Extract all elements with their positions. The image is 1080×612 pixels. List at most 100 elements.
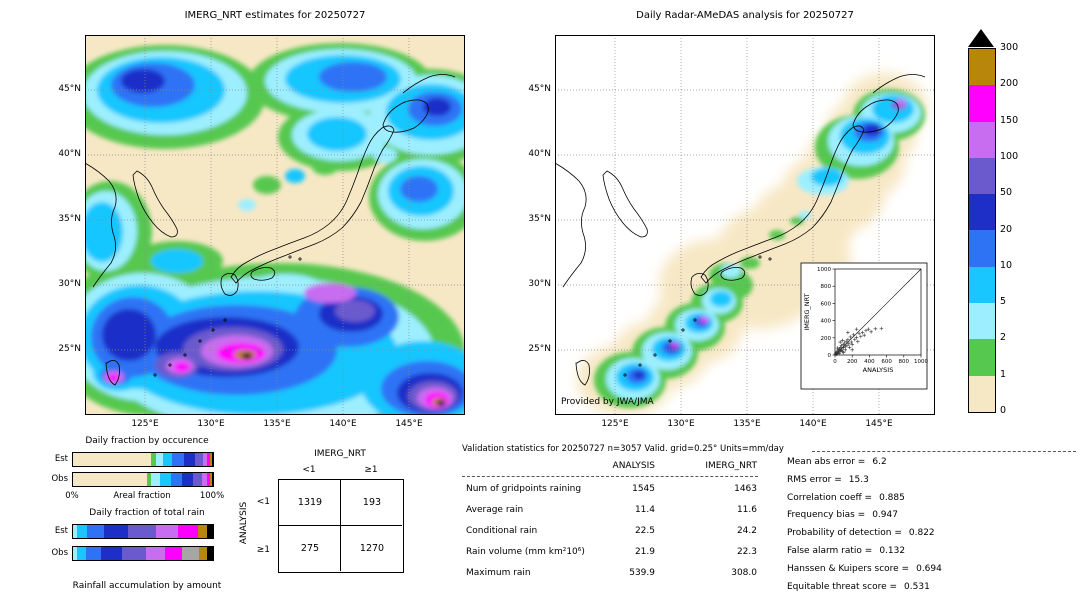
bar-segment — [162, 453, 173, 466]
island — [668, 339, 672, 343]
bar-segment — [210, 473, 212, 486]
island — [198, 339, 202, 343]
scatter-point — [843, 348, 848, 352]
stat-value: 6.2 — [872, 457, 887, 467]
rain-blob — [769, 230, 785, 240]
occurrence-est-bar — [72, 452, 214, 467]
coastline — [84, 162, 117, 288]
island — [758, 255, 762, 259]
scatter-point — [847, 342, 851, 346]
stat-line: Correlation coeff = 0.885 — [787, 493, 905, 503]
bar-segment — [73, 473, 148, 486]
y-tick-label: 45°N — [58, 84, 81, 94]
total-est-bar — [72, 524, 214, 539]
bar-segment — [73, 525, 78, 538]
bar-segment — [170, 473, 183, 486]
validation-header-imerg: IMERG_NRT — [705, 461, 757, 471]
island — [168, 363, 172, 367]
bar-segment — [165, 547, 183, 560]
scatter-point — [850, 348, 854, 352]
island — [183, 353, 187, 357]
occurrence-title: Daily fraction by occurence — [85, 436, 209, 446]
island — [298, 257, 302, 261]
bar-segment — [203, 453, 208, 466]
stat-value: 15.3 — [848, 474, 869, 485]
colorbar-segment — [969, 157, 995, 195]
bar-segment — [172, 453, 184, 466]
colorbar-segment — [969, 85, 995, 122]
scatter-point — [846, 337, 850, 342]
rain-blob — [307, 117, 367, 151]
scatter-point — [838, 349, 842, 353]
stat-line: RMS error = 15.3 — [787, 475, 869, 485]
x-tick-label: 135°E — [263, 419, 291, 429]
scatter-point — [854, 327, 859, 331]
inset-ylabel: IMERG_NRT — [803, 293, 811, 330]
validation-analysis-value: 11.4 — [634, 505, 655, 515]
y-tick-label: 40°N — [528, 149, 551, 159]
colorbar-over-triangle — [968, 29, 994, 47]
colorbar-segment — [969, 339, 995, 376]
scatter-point — [853, 337, 857, 342]
inset-x-tick-label: 800 — [899, 359, 910, 365]
colorbar-tick-label: 150 — [1000, 114, 1019, 126]
bar-segment — [182, 547, 199, 560]
contingency-col-label-lt1: <1 — [302, 465, 316, 475]
right-map-title: Daily Radar-AMeDAS analysis for 20250727 — [636, 10, 854, 21]
scatter-point — [873, 327, 878, 331]
bar-segment — [121, 547, 146, 560]
validation-analysis-value: 1545 — [632, 484, 655, 494]
inset-y-tick-label: 200 — [821, 336, 832, 342]
island — [153, 373, 157, 377]
scatter-point — [859, 334, 863, 339]
rain-blob — [242, 353, 252, 359]
rain-blob — [285, 169, 305, 183]
stat-value: 0.885 — [879, 492, 905, 503]
right-map-svg: 0 200 400 600 800 1000 0 200 400 600 800 1000 ANALYS… — [554, 35, 935, 416]
contingency-row-label-ge1: ≥1 — [256, 545, 270, 555]
contingency-cell-00: 1319 — [297, 497, 323, 508]
contingency-col-title: IMERG_NRT — [314, 449, 366, 459]
bar-segment — [100, 547, 122, 560]
scatter-point — [840, 338, 845, 343]
colorbar-segment — [969, 303, 995, 340]
scatter-point — [835, 346, 840, 350]
scatter-point — [841, 350, 846, 355]
validation-header-dash — [462, 476, 758, 477]
inset-x-tick-label: 400 — [864, 359, 875, 365]
inset-y-tick-label: 400 — [821, 319, 832, 325]
y-tick-label: 25°N — [58, 344, 81, 354]
accumulation-caption: Rainfall accumulation by amount — [72, 581, 222, 591]
rain-blob — [400, 176, 438, 202]
rain-blob — [335, 300, 375, 322]
scatter-point — [860, 330, 865, 335]
x-tick-label: 145°E — [865, 419, 893, 429]
island — [768, 257, 772, 261]
coastline — [872, 74, 926, 94]
coastline — [382, 99, 429, 133]
map-frame — [555, 35, 935, 415]
scatter-point — [838, 340, 842, 344]
stat-line: Frequency bias = 0.947 — [787, 510, 898, 520]
y-tick-label: 30°N — [58, 279, 81, 289]
stat-value: 0.947 — [872, 510, 898, 521]
credit-text: Provided by JWA/JMA — [561, 397, 654, 407]
rain-blob — [811, 168, 843, 186]
right-map: 0 200 400 600 800 1000 0 200 400 600 800 1000 ANALYS… — [554, 35, 935, 416]
validation-row-label: Rain volume (mm km²10⁶) — [466, 547, 585, 557]
rain-blob — [672, 343, 678, 347]
total-obs-label: Obs — [51, 548, 68, 558]
rain-blob — [896, 99, 906, 107]
colorbar-tick-label: 2 — [1000, 332, 1007, 344]
inset-y-tick-label: 0 — [828, 353, 832, 359]
bar-segment — [197, 525, 208, 538]
inset-scatter: 0 200 400 600 800 1000 0 200 400 600 800 1000 ANALYS… — [800, 262, 928, 390]
island — [638, 363, 642, 367]
coastlines — [554, 74, 926, 386]
left-map-title: IMERG_NRT estimates for 20250727 — [184, 10, 366, 21]
bar-segment — [147, 473, 152, 486]
coastlines — [84, 74, 456, 386]
bar-segment — [127, 525, 156, 538]
rain-blob — [423, 98, 451, 116]
stat-label: False alarm ratio = — [787, 546, 873, 556]
